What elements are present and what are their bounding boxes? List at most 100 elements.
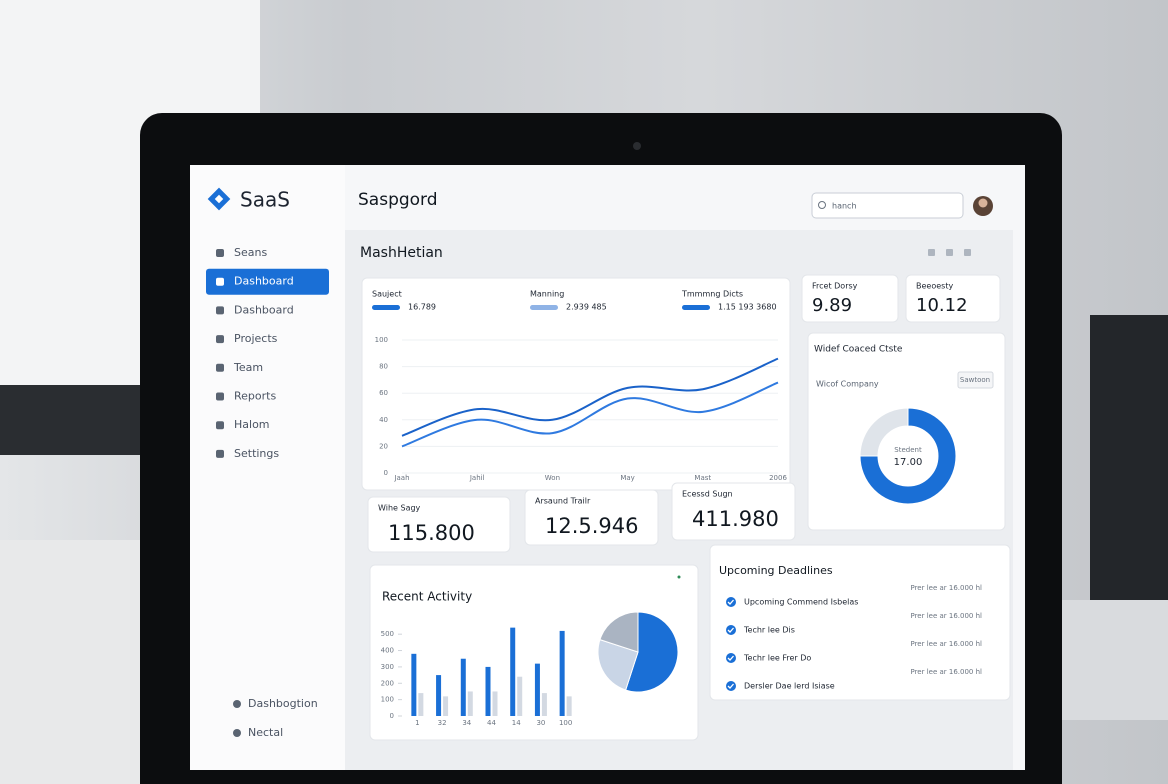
donut-title: Widef Coaced Ctste	[814, 345, 903, 355]
bar	[534, 663, 540, 716]
donut-subtitle: Wicof Company	[816, 380, 879, 389]
bar	[566, 696, 572, 716]
nav-active	[206, 268, 329, 295]
avatar-face	[978, 198, 988, 208]
deadline-text: Dersler Dae lerd Isiase	[744, 682, 835, 691]
nav-icon	[216, 392, 224, 401]
nav-icon	[216, 335, 224, 344]
bar	[517, 676, 523, 716]
x-tick-label: 30	[536, 719, 545, 727]
toolbar-icon	[946, 249, 953, 256]
y-tick-label: 200	[381, 679, 394, 687]
window-frame	[0, 385, 150, 455]
bar	[541, 693, 547, 716]
bar	[460, 658, 466, 716]
search-icon	[818, 201, 826, 209]
x-tick-label: 32	[438, 719, 447, 727]
search-text: hanch	[832, 202, 857, 211]
y-tick-label: 500	[381, 630, 394, 638]
y-tick-label: 300	[381, 663, 394, 671]
menu-dot	[677, 575, 681, 579]
deadlines-title: Upcoming Deadlines	[719, 564, 833, 577]
bar	[467, 691, 473, 716]
button-label[interactable]: Sawtoon	[960, 376, 990, 384]
x-tick-label: Won	[545, 474, 560, 482]
y-tick-label: 20	[379, 442, 388, 450]
nav-item[interactable]: Reports	[234, 390, 276, 403]
y-tick-label: 100	[381, 696, 394, 704]
bar	[418, 693, 424, 716]
stat-value: 115.800	[388, 521, 475, 545]
deadline-date: Prer lee ar 16.000 hl	[910, 612, 982, 620]
stat-label: Wihe Sagy	[378, 504, 421, 513]
activity-title: Recent Activity	[382, 590, 472, 604]
footer-item[interactable]: Nectal	[248, 726, 283, 739]
summary-label: Tmmmng Dicts	[681, 290, 743, 299]
x-tick-label: 100	[559, 719, 572, 727]
y-tick-label: 400	[381, 647, 394, 655]
deadline-text: Upcoming Commend Isbelas	[744, 598, 858, 607]
nav-icon	[216, 421, 224, 430]
nav-item[interactable]: Settings	[234, 447, 279, 460]
x-tick-label: 14	[512, 719, 521, 727]
header-title: Saspgord	[358, 190, 438, 210]
x-tick-label: May	[620, 474, 634, 482]
search-box[interactable]	[811, 192, 964, 219]
x-tick-label: 1	[415, 719, 419, 727]
stat-label: Frcet Dorsy	[812, 282, 858, 291]
bar	[436, 675, 442, 716]
activity-card	[369, 564, 699, 741]
stat-card	[671, 482, 796, 541]
check-mark	[727, 627, 734, 633]
pie-slice	[597, 639, 639, 691]
pie-slice	[625, 611, 679, 693]
bar	[411, 653, 417, 716]
nav-icon	[216, 277, 224, 286]
bar	[485, 666, 491, 716]
y-tick-label: 40	[379, 416, 388, 424]
stat-label: Ecessd Sugn	[682, 490, 733, 499]
donut-slice	[859, 407, 957, 505]
check-mark	[727, 683, 734, 689]
brand-name: SaaS	[240, 188, 290, 212]
footer-icon	[233, 700, 241, 708]
y-tick-label: 60	[379, 389, 388, 397]
y-tick-label: 100	[375, 336, 388, 344]
nav-item[interactable]: Team	[233, 361, 263, 374]
x-tick-label: Mast	[694, 474, 711, 482]
x-tick-label: 2006	[769, 474, 787, 482]
nav-item[interactable]: Dashboard	[234, 275, 294, 288]
nav-item[interactable]: Halom	[234, 418, 270, 431]
stat-value: 411.980	[692, 507, 779, 531]
donut-center-value: 17.00	[894, 457, 923, 468]
toolbar-icon	[964, 249, 971, 256]
nav-item[interactable]: Seans	[234, 246, 267, 259]
y-tick-label: 0	[390, 712, 394, 720]
content: SaaS Seans Dashboard Dashboard Projects Team R…	[206, 188, 1011, 741]
stat-card	[367, 496, 511, 553]
summary-label: Sauject	[372, 290, 402, 299]
y-tick-label: 0	[384, 469, 388, 477]
deadline-text: Techr lee Dis	[743, 626, 795, 635]
button[interactable]	[957, 371, 994, 389]
deadline-date: Prer lee ar 16.000 hl	[910, 584, 982, 592]
bar	[443, 696, 449, 716]
deadlines-card	[709, 544, 1011, 701]
stat-value: 9.89	[812, 295, 852, 316]
bar	[510, 627, 516, 716]
stat-card	[801, 274, 899, 323]
deadline-text: Techr lee Frer Do	[743, 654, 811, 663]
nav-item[interactable]: Dashboard	[234, 303, 294, 316]
summary-value: 2.939 485	[566, 303, 607, 312]
footer-icon	[233, 729, 241, 737]
nav-icon	[216, 449, 224, 458]
summary-value: 16.789	[408, 303, 436, 312]
summary-value: 1.15 193 3680	[718, 303, 777, 312]
stat-card	[524, 489, 659, 546]
x-tick-label: 44	[487, 719, 496, 727]
footer-item[interactable]: Dashbogtion	[248, 697, 318, 710]
bar	[492, 691, 498, 716]
deadline-date: Prer lee ar 16.000 hl	[910, 640, 982, 648]
nav-item[interactable]: Projects	[234, 332, 278, 345]
y-tick-label: 80	[379, 363, 388, 371]
